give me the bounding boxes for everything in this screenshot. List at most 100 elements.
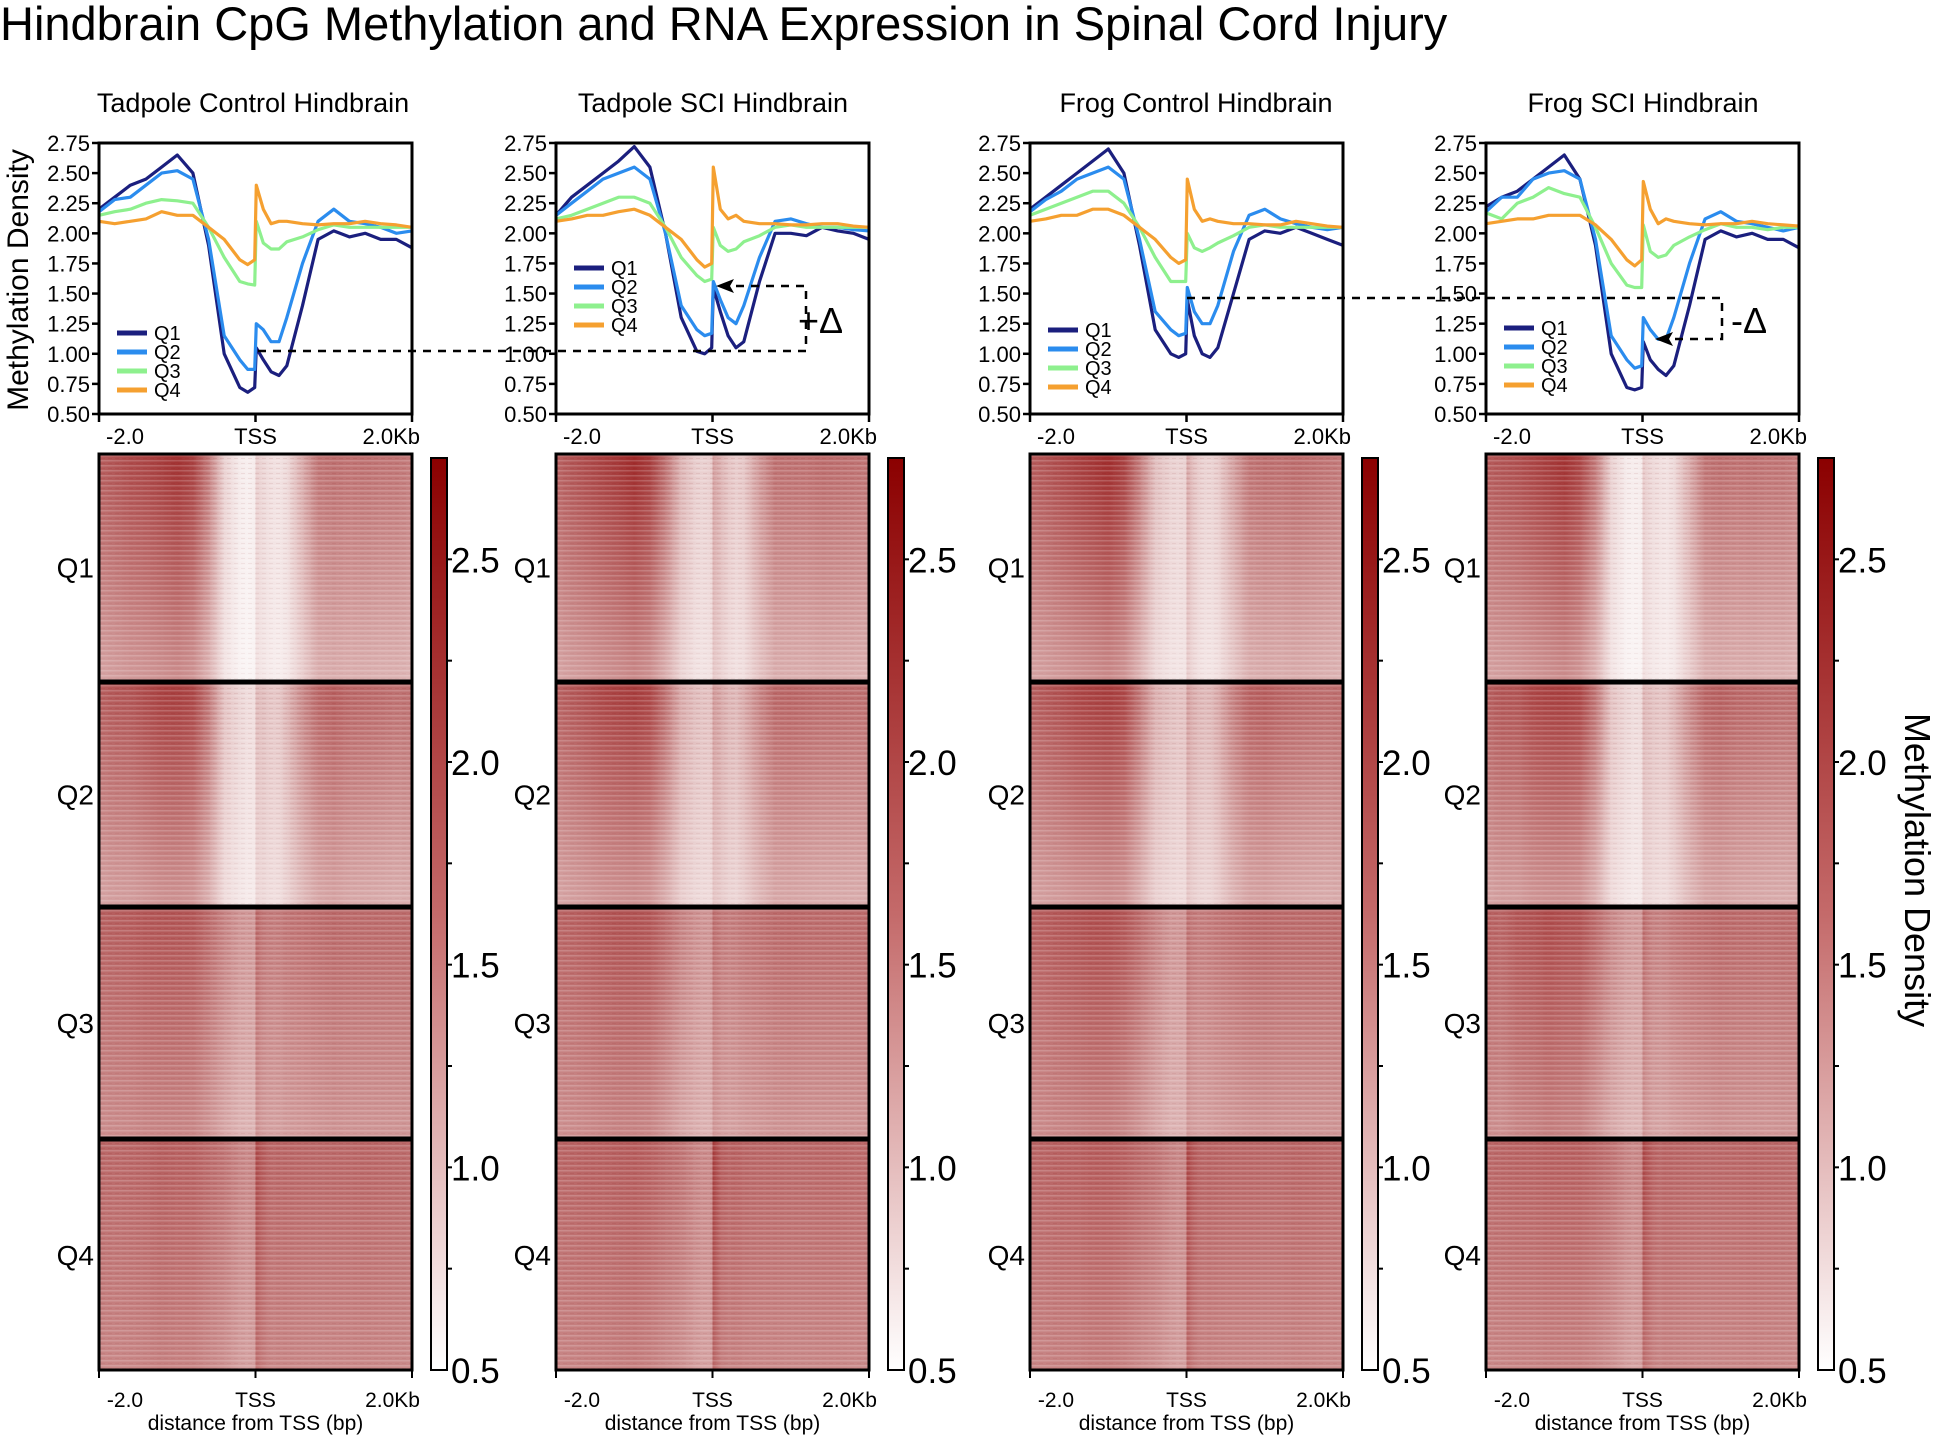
colorbar-tick-label: 2.5 — [451, 541, 500, 580]
heatmap-fade — [99, 683, 412, 906]
figure-title: Hindbrain CpG Methylation and RNA Expres… — [0, 0, 1448, 50]
colorbar-tick-label: 1.5 — [451, 947, 500, 986]
heatmap-frame — [554, 681, 871, 908]
series-line-q4 — [1029, 177, 1344, 265]
y-tick-label: 1.50 — [1434, 282, 1477, 307]
y-tick-label: 0.50 — [1434, 402, 1477, 427]
heatmap-x-tick-label: 2.0Kb — [822, 1389, 877, 1412]
heatmap-fade — [99, 1140, 412, 1370]
heatmap-x-tick-label: -2.0 — [564, 1389, 600, 1412]
colorbar-tick-label: 1.0 — [908, 1149, 957, 1188]
quartile-label: Q2 — [514, 780, 551, 811]
y-tick-label: 1.75 — [978, 251, 1021, 276]
plot-title: Tadpole SCI Hindbrain — [578, 88, 848, 118]
plot-frame — [1484, 141, 1801, 416]
arrow-head-icon — [1655, 332, 1673, 346]
plot-frame — [1028, 141, 1345, 416]
heatmap-q3: Q3 — [514, 906, 871, 1140]
colorbar-tick-label: 2.0 — [1382, 744, 1431, 783]
y-tick-label: 1.00 — [47, 342, 90, 367]
profile-plot: Tadpole Control Hindbrain 0.50 0.75 1.00 1.2… — [47, 88, 420, 1435]
heatmap-frame — [554, 452, 871, 683]
y-tick-label: 1.75 — [504, 251, 547, 276]
colorbar-tick-label: 2.0 — [451, 744, 500, 783]
heatmap-frame — [97, 681, 414, 908]
series-line-q2 — [1484, 169, 1800, 370]
y-tick-label: 0.75 — [978, 372, 1021, 397]
y-tick-label: 1.50 — [47, 282, 90, 307]
y-tick-label: 1.00 — [504, 342, 547, 367]
colorbar-tick-label: 2.5 — [1838, 541, 1887, 580]
plot-title: Frog SCI Hindbrain — [1527, 88, 1758, 118]
heatmap-x-tick-label: TSS — [235, 1389, 276, 1412]
legend-label: Q3 — [1085, 358, 1112, 380]
heatmap-fade — [1486, 1140, 1799, 1370]
x-tick-label: 2.0Kb — [1750, 424, 1808, 449]
heatmap-x-tick-label: TSS — [692, 1389, 733, 1412]
heatmap-frame — [1484, 1138, 1801, 1372]
colorbar-tick-label: 1.5 — [1838, 947, 1887, 986]
colorbar-tick-label: 1.5 — [1382, 947, 1431, 986]
plot-title: Tadpole Control Hindbrain — [97, 88, 409, 118]
quartile-label: Q4 — [514, 1240, 551, 1271]
plot-title: Frog Control Hindbrain — [1059, 88, 1332, 118]
colorbar-tick-label: 1.5 — [908, 947, 957, 986]
y-tick-label: 1.00 — [1434, 342, 1477, 367]
legend-label: Q4 — [611, 315, 638, 337]
heatmap-x-tick-label: 2.0Kb — [365, 1389, 420, 1412]
x-tick-label: -2.0 — [563, 424, 601, 449]
x-tick-label: TSS — [1165, 424, 1208, 449]
plot-frame — [97, 141, 414, 416]
heatmap-q1: Q1 — [1444, 452, 1801, 683]
colorbar-tick-label: 0.5 — [451, 1352, 500, 1391]
legend-label: Q3 — [154, 361, 181, 383]
y-tick-label: 2.75 — [1434, 131, 1477, 156]
heatmap-q1: Q1 — [514, 452, 871, 683]
heatmap-q4: Q4 — [57, 1138, 414, 1372]
heatmap-x-label: distance from TSS (bp) — [1535, 1412, 1751, 1435]
y-tick-label: 1.25 — [47, 312, 90, 337]
y-tick-label: 2.00 — [978, 221, 1021, 246]
legend-label: Q4 — [154, 380, 181, 402]
heatmap-fade — [556, 454, 869, 681]
heatmap-frame — [1028, 452, 1345, 683]
quartile-label: Q2 — [57, 780, 94, 811]
heatmap-q3: Q3 — [57, 906, 414, 1140]
quartile-label: Q1 — [988, 553, 1025, 584]
quartile-label: Q3 — [1444, 1008, 1481, 1039]
y-tick-label: 1.50 — [504, 282, 547, 307]
x-tick-label: TSS — [234, 424, 277, 449]
colorbar-tick-label: 2.0 — [1838, 744, 1887, 783]
minus-delta-label: -Δ — [1731, 300, 1767, 341]
heatmap-frame — [97, 452, 414, 683]
heatmap-x-label: distance from TSS (bp) — [1079, 1412, 1295, 1435]
heatmap-frame — [1028, 1138, 1345, 1372]
y-tick-label: 1.00 — [978, 342, 1021, 367]
heatmap-frame — [1028, 906, 1345, 1140]
x-tick-label: -2.0 — [1037, 424, 1075, 449]
colorbar-tick-label: 1.0 — [1382, 1149, 1431, 1188]
legend-label: Q4 — [1541, 375, 1568, 397]
legend-label: Q4 — [1085, 377, 1112, 399]
y-tick-label: 2.50 — [978, 161, 1021, 186]
y-tick-label: 0.75 — [504, 372, 547, 397]
heatmap-fade — [99, 454, 412, 681]
heatmap-x-tick-label: -2.0 — [1038, 1389, 1074, 1412]
x-tick-label: TSS — [1621, 424, 1664, 449]
legend-label: Q3 — [1541, 356, 1568, 378]
colorbar-gradient — [1817, 457, 1835, 1371]
colorbar-tick-label: 0.5 — [1838, 1352, 1887, 1391]
quartile-label: Q3 — [988, 1008, 1025, 1039]
heatmap-x-tick-label: TSS — [1622, 1389, 1663, 1412]
legend-label: Q1 — [611, 258, 638, 280]
heatmap-q4: Q4 — [988, 1138, 1345, 1372]
y-tick-label: 2.50 — [1434, 161, 1477, 186]
colorbar: 2.5 2.0 1.5 1.0 0.5 — [1361, 457, 1431, 1391]
y-tick-label: 2.75 — [504, 131, 547, 156]
profile-plot: Tadpole SCI Hindbrain 0.50 0.75 1.00 1.25 1.5… — [504, 88, 877, 1435]
heatmap-q3: Q3 — [988, 906, 1345, 1140]
y-tick-label: 1.25 — [504, 312, 547, 337]
colorbar-tick-label: 1.0 — [1838, 1149, 1887, 1188]
plot-frame — [554, 141, 871, 416]
